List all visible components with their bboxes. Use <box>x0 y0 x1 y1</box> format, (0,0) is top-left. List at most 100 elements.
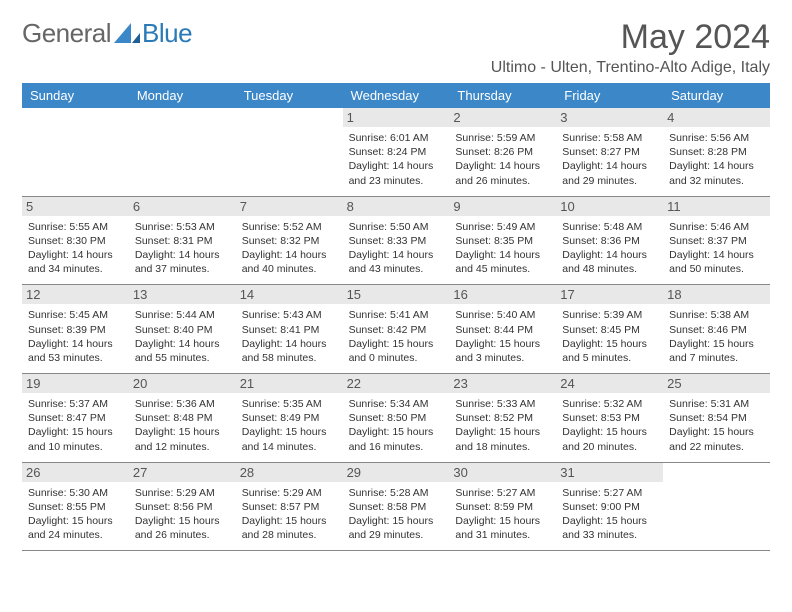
day-cell: 31Sunrise: 5:27 AMSunset: 9:00 PMDayligh… <box>556 463 663 551</box>
day-number: 10 <box>556 197 663 216</box>
sunrise-line: Sunrise: 5:31 AM <box>669 397 764 411</box>
sunset-line: Sunset: 8:44 PM <box>455 323 550 337</box>
brand-part1: General <box>22 18 111 49</box>
weekday-header: Thursday <box>449 83 556 108</box>
day-cell: 1Sunrise: 6:01 AMSunset: 8:24 PMDaylight… <box>343 108 450 196</box>
daylight-line-1: Daylight: 14 hours <box>349 248 444 262</box>
day-cell: 20Sunrise: 5:36 AMSunset: 8:48 PMDayligh… <box>129 374 236 462</box>
weeks-container: 1Sunrise: 6:01 AMSunset: 8:24 PMDaylight… <box>22 108 770 551</box>
daylight-line-2: and 23 minutes. <box>349 174 444 188</box>
day-cell: 24Sunrise: 5:32 AMSunset: 8:53 PMDayligh… <box>556 374 663 462</box>
day-cell: 30Sunrise: 5:27 AMSunset: 8:59 PMDayligh… <box>449 463 556 551</box>
sunrise-line: Sunrise: 5:38 AM <box>669 308 764 322</box>
day-cell: 21Sunrise: 5:35 AMSunset: 8:49 PMDayligh… <box>236 374 343 462</box>
day-cell: 2Sunrise: 5:59 AMSunset: 8:26 PMDaylight… <box>449 108 556 196</box>
daylight-line-1: Daylight: 14 hours <box>455 248 550 262</box>
day-number: 12 <box>22 285 129 304</box>
day-number: 23 <box>449 374 556 393</box>
day-number: 15 <box>343 285 450 304</box>
daylight-line-1: Daylight: 15 hours <box>669 337 764 351</box>
daylight-line-2: and 53 minutes. <box>28 351 123 365</box>
day-number: 1 <box>343 108 450 127</box>
day-number: 31 <box>556 463 663 482</box>
day-number: 19 <box>22 374 129 393</box>
day-number: 9 <box>449 197 556 216</box>
day-number: 4 <box>663 108 770 127</box>
sunrise-line: Sunrise: 5:59 AM <box>455 131 550 145</box>
sunrise-line: Sunrise: 5:43 AM <box>242 308 337 322</box>
sunrise-line: Sunrise: 5:49 AM <box>455 220 550 234</box>
sunset-line: Sunset: 8:53 PM <box>562 411 657 425</box>
sunrise-line: Sunrise: 5:33 AM <box>455 397 550 411</box>
weekday-header: Friday <box>556 83 663 108</box>
sunrise-line: Sunrise: 5:44 AM <box>135 308 230 322</box>
sunset-line: Sunset: 8:48 PM <box>135 411 230 425</box>
sunset-line: Sunset: 8:46 PM <box>669 323 764 337</box>
week-row: 5Sunrise: 5:55 AMSunset: 8:30 PMDaylight… <box>22 197 770 286</box>
day-number: 21 <box>236 374 343 393</box>
sunrise-line: Sunrise: 5:29 AM <box>242 486 337 500</box>
weekday-header-row: Sunday Monday Tuesday Wednesday Thursday… <box>22 83 770 108</box>
sunrise-line: Sunrise: 5:56 AM <box>669 131 764 145</box>
sunrise-line: Sunrise: 5:28 AM <box>349 486 444 500</box>
daylight-line-2: and 29 minutes. <box>349 528 444 542</box>
title-block: May 2024 Ultimo - Ulten, Trentino-Alto A… <box>491 18 770 77</box>
daylight-line-2: and 37 minutes. <box>135 262 230 276</box>
brand-part2: Blue <box>142 18 192 49</box>
day-cell: 12Sunrise: 5:45 AMSunset: 8:39 PMDayligh… <box>22 285 129 373</box>
day-number: 18 <box>663 285 770 304</box>
brand-logo: General Blue <box>22 18 192 49</box>
day-number: 26 <box>22 463 129 482</box>
sunset-line: Sunset: 8:54 PM <box>669 411 764 425</box>
day-cell: 7Sunrise: 5:52 AMSunset: 8:32 PMDaylight… <box>236 197 343 285</box>
daylight-line-1: Daylight: 14 hours <box>242 337 337 351</box>
sunset-line: Sunset: 8:36 PM <box>562 234 657 248</box>
day-number: 2 <box>449 108 556 127</box>
day-cell: 9 Sunrise: 5:49 AMSunset: 8:35 PMDaylight… <box>449 197 556 285</box>
day-cell: 26Sunrise: 5:30 AMSunset: 8:55 PMDayligh… <box>22 463 129 551</box>
sunset-line: Sunset: 8:47 PM <box>28 411 123 425</box>
week-row: 12Sunrise: 5:45 AMSunset: 8:39 PMDayligh… <box>22 285 770 374</box>
sunrise-line: Sunrise: 5:46 AM <box>669 220 764 234</box>
day-cell: 25Sunrise: 5:31 AMSunset: 8:54 PMDayligh… <box>663 374 770 462</box>
daylight-line-2: and 22 minutes. <box>669 440 764 454</box>
daylight-line-2: and 45 minutes. <box>455 262 550 276</box>
day-number: 24 <box>556 374 663 393</box>
weekday-header: Tuesday <box>236 83 343 108</box>
daylight-line-1: Daylight: 15 hours <box>455 514 550 528</box>
sunrise-line: Sunrise: 6:01 AM <box>349 131 444 145</box>
daylight-line-1: Daylight: 15 hours <box>562 337 657 351</box>
day-number: 13 <box>129 285 236 304</box>
day-number: 5 <box>22 197 129 216</box>
sunrise-line: Sunrise: 5:29 AM <box>135 486 230 500</box>
sunset-line: Sunset: 8:40 PM <box>135 323 230 337</box>
daylight-line-2: and 26 minutes. <box>135 528 230 542</box>
sunrise-line: Sunrise: 5:27 AM <box>455 486 550 500</box>
sunset-line: Sunset: 8:50 PM <box>349 411 444 425</box>
daylight-line-1: Daylight: 15 hours <box>562 514 657 528</box>
sunset-line: Sunset: 8:49 PM <box>242 411 337 425</box>
day-number: 30 <box>449 463 556 482</box>
sunset-line: Sunset: 8:52 PM <box>455 411 550 425</box>
sunset-line: Sunset: 8:32 PM <box>242 234 337 248</box>
day-number: 22 <box>343 374 450 393</box>
sunrise-line: Sunrise: 5:30 AM <box>28 486 123 500</box>
day-number: 28 <box>236 463 343 482</box>
daylight-line-2: and 43 minutes. <box>349 262 444 276</box>
daylight-line-2: and 58 minutes. <box>242 351 337 365</box>
day-number: 14 <box>236 285 343 304</box>
day-cell: 17Sunrise: 5:39 AMSunset: 8:45 PMDayligh… <box>556 285 663 373</box>
sunset-line: Sunset: 8:35 PM <box>455 234 550 248</box>
weekday-header: Wednesday <box>343 83 450 108</box>
daylight-line-1: Daylight: 15 hours <box>349 337 444 351</box>
sunrise-line: Sunrise: 5:50 AM <box>349 220 444 234</box>
daylight-line-2: and 50 minutes. <box>669 262 764 276</box>
daylight-line-2: and 28 minutes. <box>242 528 337 542</box>
sunset-line: Sunset: 8:55 PM <box>28 500 123 514</box>
daylight-line-2: and 7 minutes. <box>669 351 764 365</box>
daylight-line-2: and 18 minutes. <box>455 440 550 454</box>
day-cell: 16Sunrise: 5:40 AMSunset: 8:44 PMDayligh… <box>449 285 556 373</box>
day-number: 7 <box>236 197 343 216</box>
daylight-line-2: and 33 minutes. <box>562 528 657 542</box>
sunset-line: Sunset: 8:39 PM <box>28 323 123 337</box>
